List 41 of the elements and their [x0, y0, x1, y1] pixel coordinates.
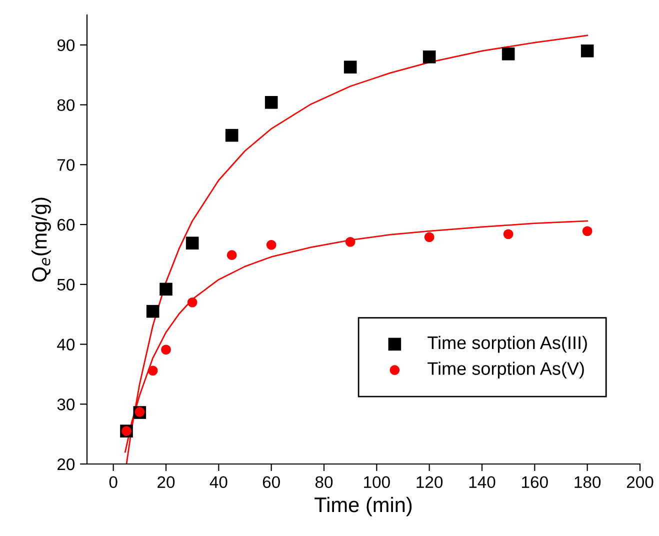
x-tick-label: 80	[315, 476, 333, 488]
point	[148, 366, 158, 376]
y-tick-label: 50	[57, 278, 75, 291]
x-tick-label: 200	[626, 476, 654, 488]
point	[264, 96, 278, 109]
legend-label: Time sorption As(III)	[428, 336, 587, 353]
y-tick-label: 40	[57, 338, 75, 350]
y-tick-label: 30	[57, 398, 75, 410]
point	[503, 229, 514, 240]
point	[422, 50, 436, 64]
x-tick-label: 0	[109, 476, 118, 488]
point	[186, 236, 199, 250]
point	[226, 250, 237, 260]
point	[161, 344, 171, 355]
x-tick-label: 60	[262, 476, 280, 488]
y-tick-label: 80	[57, 99, 75, 112]
x-tick-label: 20	[158, 476, 175, 488]
point	[580, 44, 594, 58]
point	[146, 304, 160, 318]
legend-label: Time sorption As(V)	[428, 362, 584, 379]
point	[345, 236, 356, 247]
point	[582, 226, 592, 236]
y-tick-label: 90	[57, 39, 75, 52]
x-tick-label: 100	[364, 476, 390, 488]
y-axis-title: Q$_{e}$(mg/g)	[32, 198, 51, 282]
point	[160, 282, 172, 296]
x-tick-label: 140	[469, 476, 496, 488]
point	[424, 232, 434, 242]
x-axis-title: Time (min)	[314, 496, 412, 516]
point	[225, 128, 238, 142]
y-tick-label: 20	[57, 458, 75, 470]
point	[344, 60, 357, 74]
x-tick-label: 180	[574, 476, 601, 488]
point	[187, 297, 198, 308]
point	[266, 240, 276, 250]
y-tick-label: 70	[58, 159, 75, 171]
y-tick-label: 60	[58, 218, 75, 231]
x-tick-label: 40	[210, 476, 228, 488]
x-tick-label: 160	[522, 476, 548, 488]
point	[502, 48, 515, 60]
x-tick-label: 120	[416, 476, 443, 488]
